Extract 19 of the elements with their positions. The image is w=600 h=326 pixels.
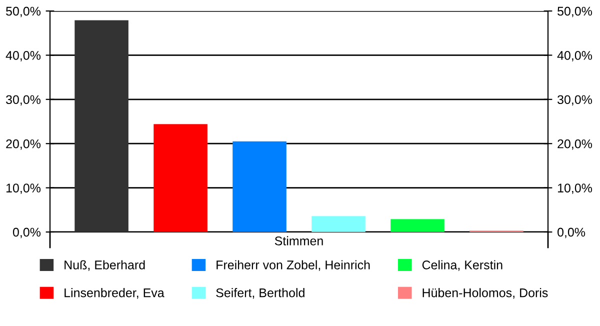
legend-label: Freiherr von Zobel, Heinrich <box>216 260 370 271</box>
legend-label: Hüben-Holomos, Doris <box>422 288 548 299</box>
legend-label: Nuß, Eberhard <box>64 260 145 271</box>
legend-label: Celina, Kerstin <box>422 260 502 271</box>
legend-label: Linsenbreder, Eva <box>64 288 164 299</box>
y-tick-label: 50,0% <box>6 6 41 18</box>
y-tick-label: 10,0% <box>6 184 41 194</box>
x-tick-label: Stimmen <box>274 236 323 246</box>
y-tick-label: 30,0% <box>6 95 41 106</box>
text: 30,0% <box>558 95 592 106</box>
text: 40,0% <box>557 51 592 62</box>
text: 50,0% <box>558 6 592 18</box>
text: 10,0% <box>558 184 592 194</box>
text: 20,0% <box>558 139 592 150</box>
y-tick-label: 0,0% <box>12 228 41 238</box>
text: 0,0% <box>558 228 586 238</box>
y-tick-label: 20,0% <box>6 139 41 150</box>
y-tick-label: 40,0% <box>6 51 41 62</box>
legend-label: Seifert, Berthold <box>216 288 304 299</box>
